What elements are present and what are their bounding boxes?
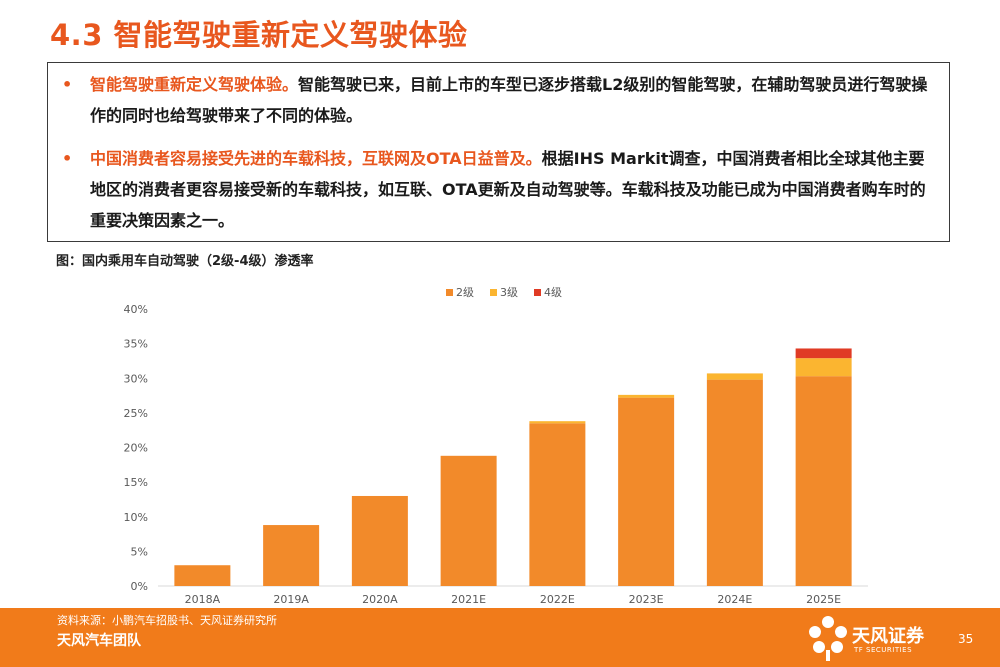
bar-segment bbox=[618, 394, 675, 398]
y-tick-label: 40% bbox=[124, 303, 148, 316]
footer-bar: 资料来源：小鹏汽车招股书、天风证券研究所 天风汽车团队 天风证券 TF SECU… bbox=[0, 608, 1000, 667]
y-tick-label: 35% bbox=[124, 338, 148, 351]
legend-swatch bbox=[534, 289, 541, 296]
x-tick-label: 2020A bbox=[362, 593, 398, 606]
brand-name-en: TF SECURITIES bbox=[854, 646, 913, 654]
y-tick-label: 25% bbox=[124, 407, 148, 420]
y-tick-label: 15% bbox=[124, 476, 148, 489]
x-tick-label: 2018A bbox=[185, 593, 221, 606]
bullet-dot: • bbox=[62, 149, 73, 168]
page-number: 35 bbox=[958, 632, 974, 646]
bar-segment bbox=[529, 423, 586, 586]
x-tick-label: 2025E bbox=[806, 593, 841, 606]
x-tick-label: 2022E bbox=[540, 593, 575, 606]
bar-segment bbox=[795, 376, 852, 586]
bar-segment bbox=[263, 525, 320, 586]
bullet-item: • 中国消费者容易接受先进的车载科技，互联网及OTA日益普及。根据IHS Mar… bbox=[62, 143, 939, 236]
figure-caption: 图：国内乘用车自动驾驶（2级-4级）渗透率 bbox=[56, 254, 314, 269]
bar-segment bbox=[795, 348, 852, 359]
bar-segment bbox=[706, 379, 763, 586]
y-tick-label: 30% bbox=[124, 372, 148, 385]
x-tick-label: 2023E bbox=[629, 593, 664, 606]
bullet-highlight: 智能驾驶重新定义驾驶体验。 bbox=[90, 75, 299, 94]
y-tick-label: 10% bbox=[124, 511, 148, 524]
legend-label: 2级 bbox=[456, 286, 474, 299]
bar-segment bbox=[351, 495, 408, 586]
x-tick-label: 2021E bbox=[451, 593, 486, 606]
bar-segment bbox=[440, 455, 497, 586]
brand-name: 天风证券 bbox=[852, 626, 924, 647]
bullet-dot: • bbox=[62, 75, 73, 94]
x-tick-label: 2019A bbox=[273, 593, 309, 606]
penetration-bar-chart: 0% 5% 10% 15% 20% 25% 30% 35% 40% 2018A 2019A 2020A… bbox=[124, 286, 868, 606]
bullet-text: 根据IHS Markit调查，中国消费者相比全球其他主要地区的消费者更容易接受新… bbox=[90, 149, 926, 230]
legend-label: 4级 bbox=[544, 286, 562, 299]
team-name: 天风汽车团队 bbox=[57, 633, 141, 649]
bar-segment bbox=[795, 358, 852, 377]
legend-swatch bbox=[446, 289, 453, 296]
bar-segment bbox=[174, 565, 231, 586]
bullet-highlight: 中国消费者容易接受先进的车载科技，互联网及OTA日益普及。 bbox=[90, 149, 542, 168]
bar-segment bbox=[529, 421, 586, 424]
x-tick-label: 2024E bbox=[717, 593, 752, 606]
legend-label: 3级 bbox=[500, 286, 518, 299]
y-tick-label: 0% bbox=[131, 580, 148, 593]
slide-title: 4.3 智能驾驶重新定义驾驶体验 bbox=[50, 18, 468, 52]
y-tick-label: 5% bbox=[131, 545, 148, 558]
bar-segment bbox=[618, 397, 675, 586]
bullet-item: • 智能驾驶重新定义驾驶体验。智能驾驶已来，目前上市的车型已逐步搭载L2级别的智… bbox=[62, 69, 939, 131]
legend-swatch bbox=[490, 289, 497, 296]
bullet-text: 智能驾驶已来，目前上市的车型已逐步搭载L2级别的智能驾驶，在辅助驾驶员进行驾驶操… bbox=[90, 75, 928, 125]
y-tick-label: 20% bbox=[124, 442, 148, 455]
summary-box: • 智能驾驶重新定义驾驶体验。智能驾驶已来，目前上市的车型已逐步搭载L2级别的智… bbox=[47, 62, 950, 242]
bar-segment bbox=[706, 373, 763, 380]
flower-logo-icon bbox=[809, 616, 847, 661]
source-note: 资料来源：小鹏汽车招股书、天风证券研究所 bbox=[57, 614, 277, 627]
